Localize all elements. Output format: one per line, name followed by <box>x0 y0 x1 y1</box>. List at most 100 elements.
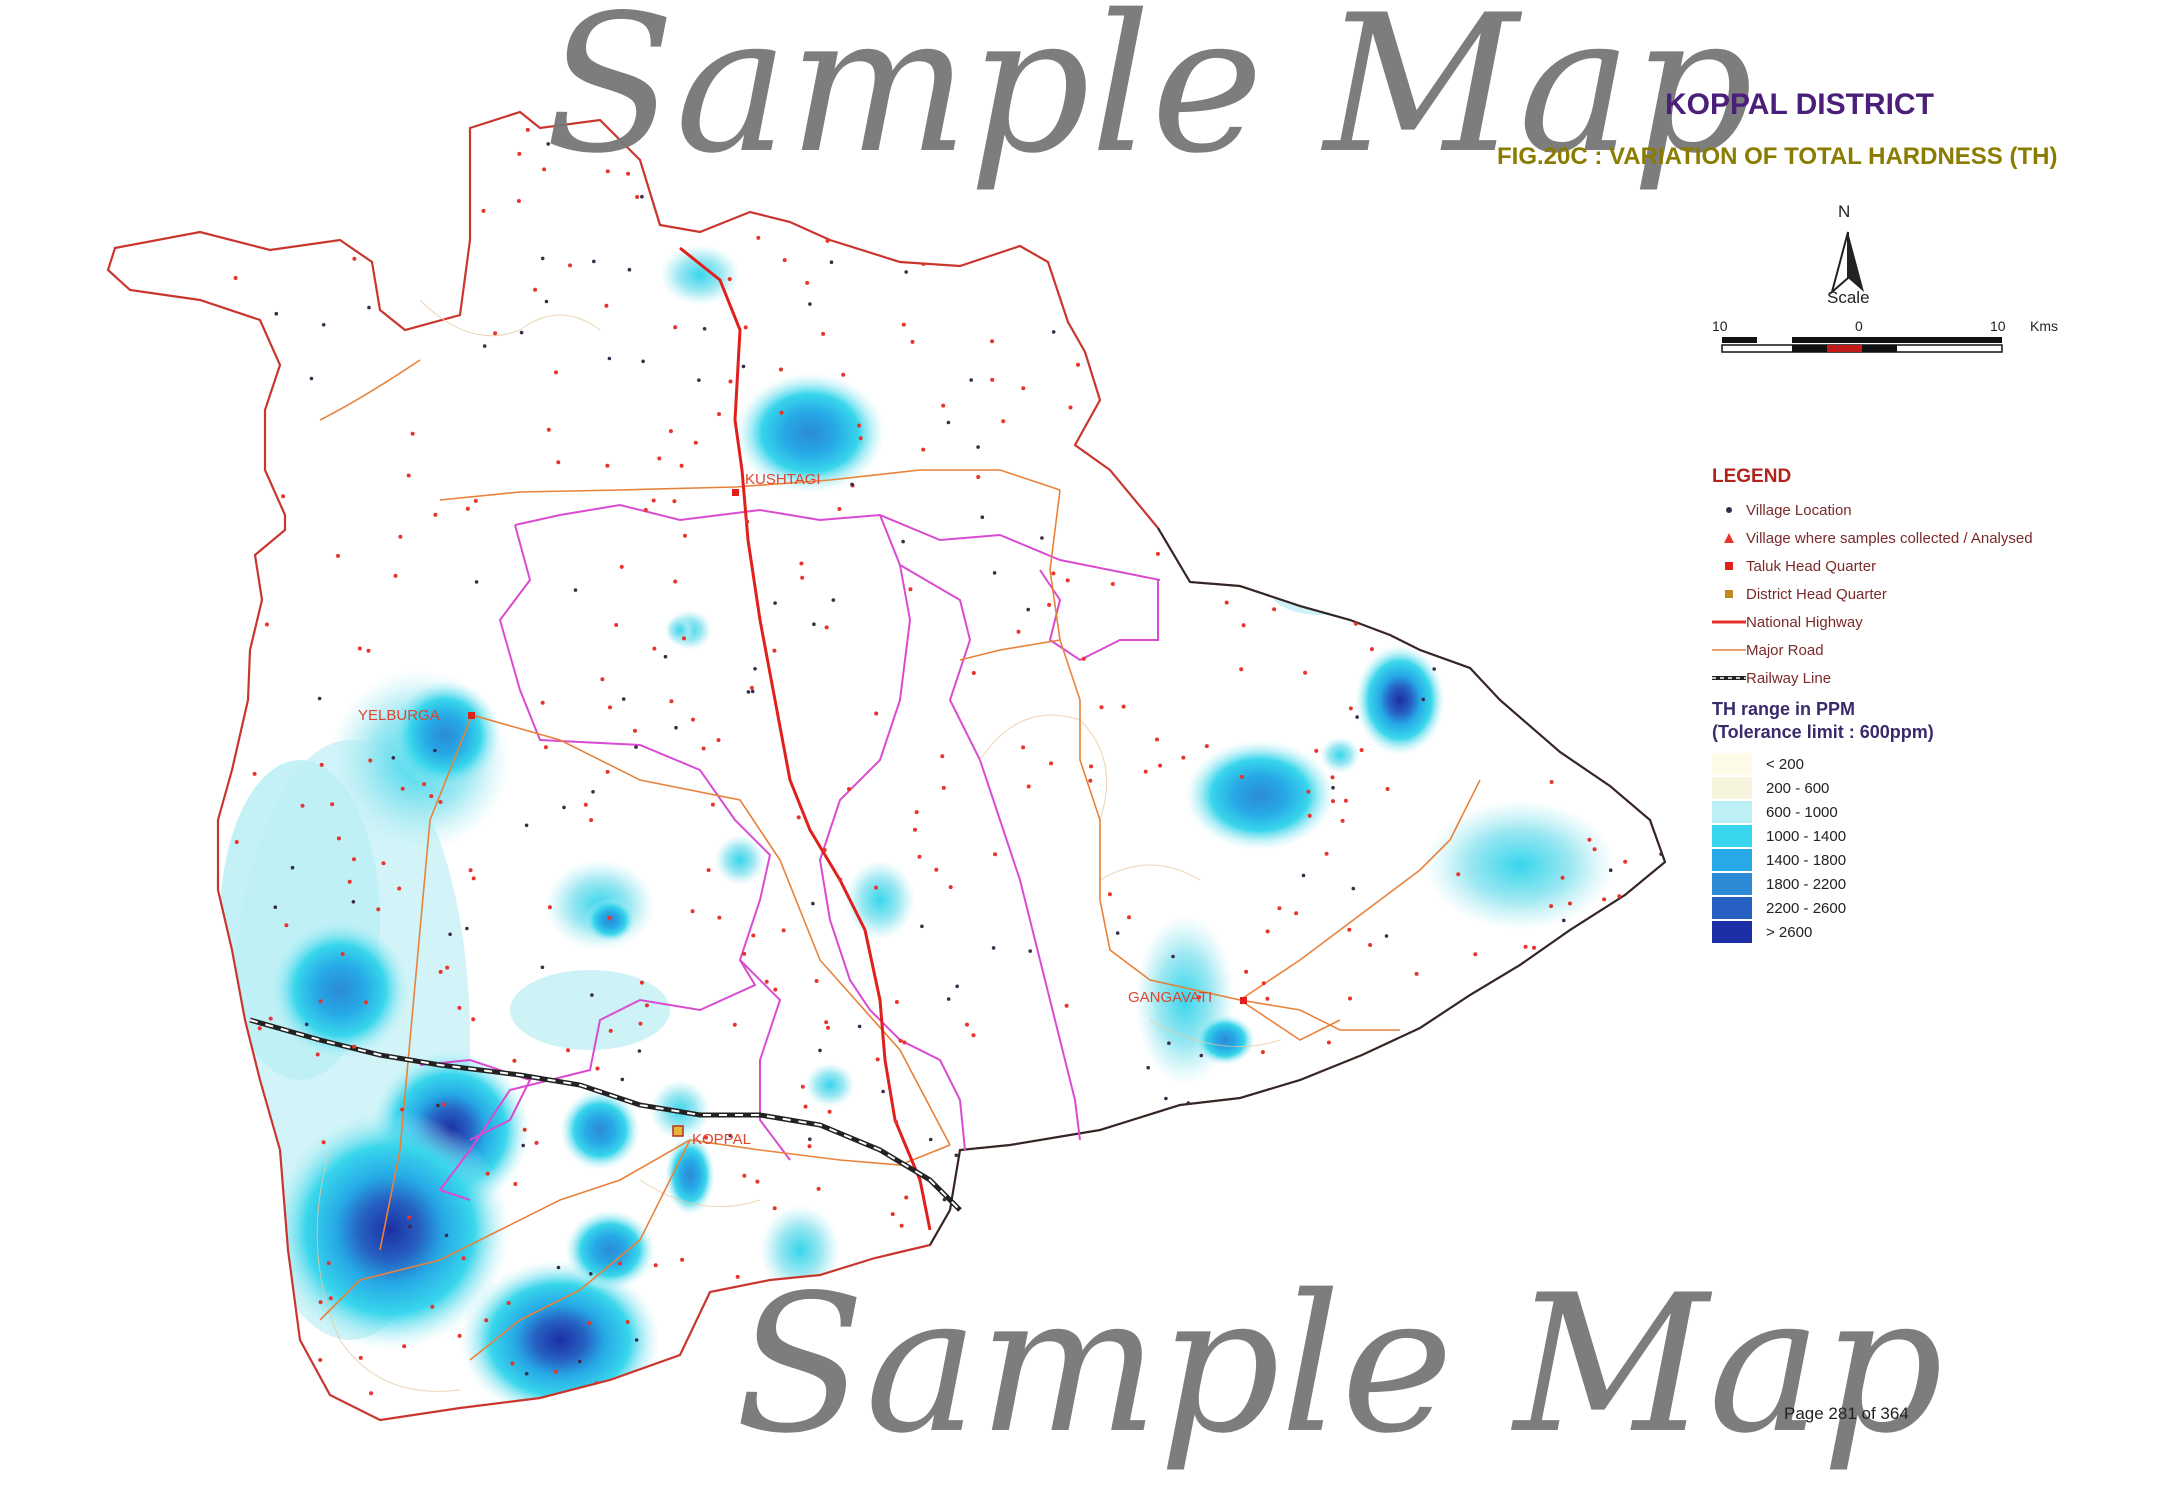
village-dot <box>753 667 757 671</box>
village-dot <box>176 683 180 688</box>
village-dot <box>1204 744 1209 749</box>
village-dot <box>112 706 117 711</box>
village-dot <box>1591 732 1596 737</box>
village-dot <box>1329 546 1334 551</box>
village-dot <box>1471 264 1476 269</box>
village-dot <box>143 1282 147 1287</box>
village-dot <box>728 1133 733 1138</box>
village-dot <box>513 1182 518 1186</box>
village-dot <box>111 782 116 787</box>
village-dot <box>1265 418 1269 422</box>
village-dot <box>114 879 118 884</box>
village-dot <box>1418 411 1423 416</box>
village-dot <box>904 270 908 274</box>
village-dot <box>108 805 110 810</box>
village-dot <box>1532 945 1536 950</box>
village-dot <box>1602 1201 1607 1206</box>
village-dot <box>946 997 951 1001</box>
village-dot <box>108 760 112 765</box>
village-dot <box>1374 406 1379 411</box>
village-dot <box>1165 274 1170 279</box>
village-dot <box>756 209 761 213</box>
village-dot <box>976 475 981 479</box>
village-dot <box>234 840 239 844</box>
village-dot <box>1359 748 1364 753</box>
village-dot <box>257 1026 262 1031</box>
village-dot <box>641 359 645 364</box>
village-dot <box>1268 335 1273 339</box>
village-dot <box>1479 574 1484 578</box>
village-dot <box>992 571 997 575</box>
village-dot <box>1177 1153 1182 1158</box>
village-dot <box>818 1048 822 1053</box>
village-dot <box>898 1038 903 1043</box>
village-dot <box>1155 551 1160 556</box>
village-dot <box>850 482 854 487</box>
village-dot <box>1430 632 1435 636</box>
range-swatch <box>1712 753 1752 775</box>
village-dot <box>691 717 695 722</box>
village-dot <box>1513 388 1517 393</box>
village-dot <box>1104 196 1109 201</box>
village-dot <box>1021 745 1026 750</box>
village-dot <box>1049 761 1054 766</box>
village-dot <box>400 786 405 791</box>
village-dot <box>1603 697 1608 702</box>
village-dot <box>1197 995 1201 1000</box>
village-dot <box>732 1022 737 1027</box>
village-dot <box>1581 608 1586 613</box>
village-dot <box>366 648 371 653</box>
village-dot <box>299 193 304 198</box>
village-dot <box>607 915 612 920</box>
village-dot <box>1426 562 1430 567</box>
village-dot <box>1307 813 1312 818</box>
village-dot <box>639 980 644 985</box>
village-dot <box>357 646 362 651</box>
district-hq-koppal <box>672 1125 684 1137</box>
village-dot <box>309 376 314 381</box>
village-dot <box>1447 426 1452 431</box>
village-dot <box>154 934 159 939</box>
range-swatch <box>1712 873 1752 895</box>
village-dot <box>175 135 180 140</box>
village-dot <box>1306 789 1311 794</box>
village-dot <box>221 1191 226 1196</box>
village-dot <box>336 553 340 558</box>
village-dot <box>1340 818 1345 823</box>
village-dot <box>1577 548 1582 553</box>
village-dot <box>318 1358 323 1362</box>
village-dot <box>890 1212 895 1217</box>
village-dot <box>1064 1003 1069 1008</box>
range-label: 600 - 1000 <box>1766 803 1838 821</box>
range-title: TH range in PPM (Tolerance limit : 600pp… <box>1712 699 1934 742</box>
village-dot <box>772 1206 777 1211</box>
village-dot <box>1501 340 1506 345</box>
village-dot <box>857 423 861 428</box>
village-dot <box>1579 1226 1583 1230</box>
range-item: > 2600 <box>1712 920 2033 944</box>
village-dot <box>1040 536 1044 540</box>
village-dot <box>121 1117 126 1122</box>
village-dot <box>672 499 677 504</box>
village-dot <box>485 1171 490 1176</box>
village-dot <box>1081 656 1086 661</box>
village-dot <box>803 1104 808 1109</box>
village-dot <box>796 815 801 820</box>
village-dot <box>138 211 143 216</box>
range-label: 1800 - 2200 <box>1766 875 1847 893</box>
village-dot <box>1450 1148 1454 1153</box>
village-dot <box>811 901 815 906</box>
village-dot <box>556 460 561 465</box>
village-dot <box>159 1093 164 1098</box>
village-dot <box>717 915 722 920</box>
village-dot <box>255 455 260 459</box>
village-dot <box>429 794 434 799</box>
legend-title: LEGEND <box>1712 466 1792 487</box>
village-dot <box>710 802 715 807</box>
village-dot <box>1239 774 1244 779</box>
village-dot <box>673 579 678 584</box>
village-dot <box>941 403 946 408</box>
village-dot <box>1503 670 1508 675</box>
village-dot <box>109 1045 114 1049</box>
village-dot <box>682 636 686 641</box>
